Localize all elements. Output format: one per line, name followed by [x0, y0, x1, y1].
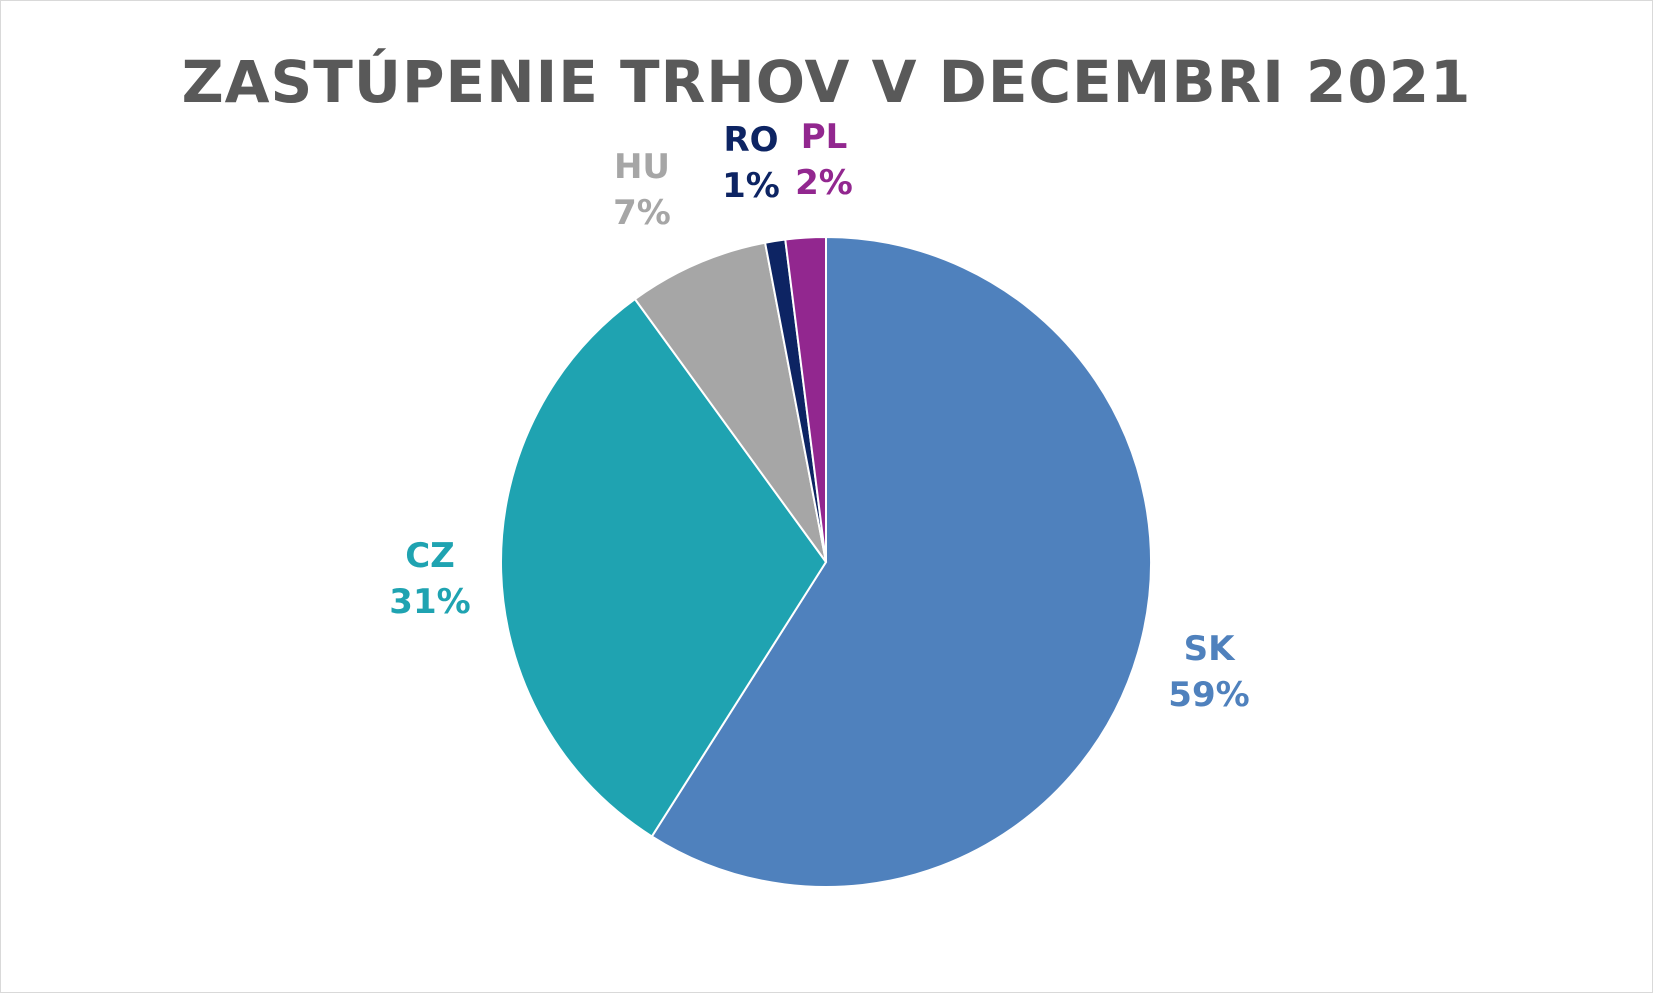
- slice-value-label-sk: 59%: [1168, 675, 1249, 715]
- pie-slices: [500, 235, 1152, 888]
- slice-value-label-pl: 2%: [795, 163, 853, 203]
- slice-category-label-ro: RO: [723, 120, 778, 160]
- slice-category-label-hu: HU: [614, 147, 670, 187]
- pie-slice-pl: [784, 235, 827, 563]
- pie-slice-sk: [650, 235, 1152, 888]
- chart-title: ZASTÚPENIE TRHOV V DECEMBRI 2021: [181, 48, 1472, 116]
- pie-labels: SK 59% CZ 31% HU 7% RO 1% PL 2%: [389, 117, 1249, 715]
- slice-category-label-cz: CZ: [405, 536, 455, 576]
- slice-category-label-pl: PL: [801, 117, 848, 157]
- pie-slice-cz: [500, 297, 828, 838]
- slice-category-label-sk: SK: [1184, 629, 1236, 669]
- pie-slice-hu: [633, 241, 827, 563]
- slice-value-label-hu: 7%: [613, 193, 671, 233]
- slice-value-label-ro: 1%: [722, 166, 780, 206]
- slice-value-label-cz: 31%: [389, 582, 470, 622]
